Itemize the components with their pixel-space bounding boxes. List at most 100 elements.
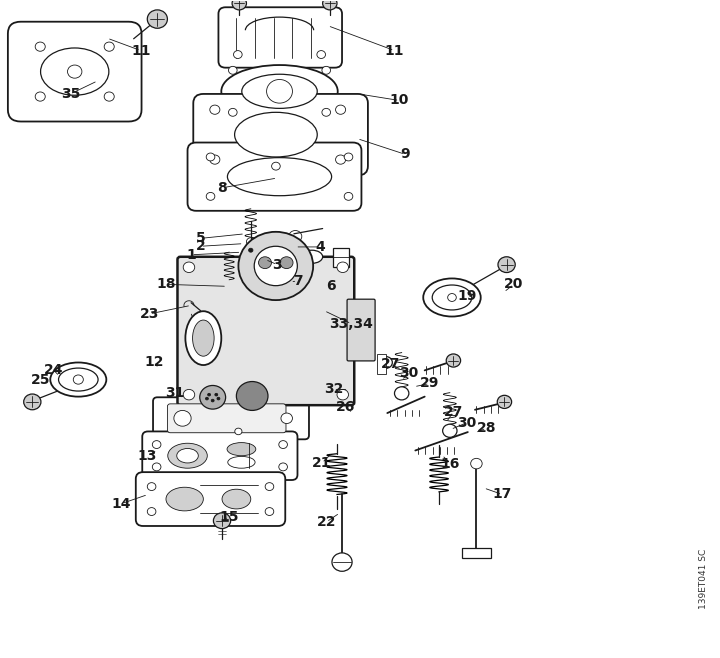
Circle shape bbox=[443, 424, 457, 438]
Circle shape bbox=[332, 553, 352, 571]
Circle shape bbox=[266, 80, 292, 103]
Circle shape bbox=[211, 399, 214, 402]
Circle shape bbox=[68, 65, 82, 78]
Text: 18: 18 bbox=[156, 278, 176, 291]
Text: 12: 12 bbox=[144, 355, 163, 369]
FancyBboxPatch shape bbox=[193, 94, 368, 175]
Ellipse shape bbox=[50, 363, 107, 397]
Ellipse shape bbox=[58, 368, 98, 391]
Circle shape bbox=[199, 386, 225, 409]
FancyBboxPatch shape bbox=[136, 472, 285, 526]
Text: 23: 23 bbox=[140, 307, 159, 321]
Circle shape bbox=[344, 153, 353, 161]
Circle shape bbox=[379, 357, 392, 368]
FancyBboxPatch shape bbox=[153, 397, 309, 440]
FancyBboxPatch shape bbox=[168, 404, 286, 433]
Text: 31: 31 bbox=[165, 386, 184, 400]
Circle shape bbox=[235, 428, 242, 435]
Circle shape bbox=[104, 92, 114, 101]
Circle shape bbox=[213, 513, 230, 528]
Circle shape bbox=[206, 153, 215, 161]
Circle shape bbox=[236, 382, 268, 411]
Circle shape bbox=[337, 390, 348, 400]
Text: 19: 19 bbox=[457, 288, 477, 303]
Text: 11: 11 bbox=[131, 43, 150, 58]
Circle shape bbox=[258, 257, 271, 268]
Text: 2: 2 bbox=[196, 240, 205, 253]
Text: 11: 11 bbox=[384, 43, 404, 58]
Text: 13: 13 bbox=[138, 449, 157, 463]
Text: 25: 25 bbox=[30, 373, 50, 387]
Circle shape bbox=[271, 163, 280, 170]
FancyBboxPatch shape bbox=[8, 22, 142, 122]
Text: 9: 9 bbox=[400, 147, 410, 161]
Bar bbox=[462, 548, 491, 557]
Text: 35: 35 bbox=[60, 87, 80, 101]
Ellipse shape bbox=[222, 489, 251, 509]
FancyBboxPatch shape bbox=[218, 7, 342, 68]
Circle shape bbox=[35, 42, 45, 51]
FancyBboxPatch shape bbox=[347, 299, 375, 361]
Circle shape bbox=[446, 354, 461, 367]
Text: 1: 1 bbox=[186, 248, 196, 262]
Text: 15: 15 bbox=[220, 511, 239, 524]
Ellipse shape bbox=[301, 250, 323, 263]
Ellipse shape bbox=[166, 487, 203, 511]
Circle shape bbox=[248, 248, 253, 252]
Text: 6: 6 bbox=[326, 279, 336, 293]
Text: 30: 30 bbox=[456, 416, 476, 430]
Circle shape bbox=[232, 0, 246, 10]
Circle shape bbox=[448, 293, 456, 301]
Text: 14: 14 bbox=[112, 497, 131, 511]
Circle shape bbox=[323, 0, 337, 10]
Text: 17: 17 bbox=[492, 488, 512, 501]
Text: 22: 22 bbox=[317, 515, 336, 529]
Circle shape bbox=[498, 257, 516, 272]
Circle shape bbox=[73, 375, 84, 384]
Circle shape bbox=[471, 459, 482, 469]
Circle shape bbox=[279, 463, 287, 471]
Circle shape bbox=[280, 257, 293, 268]
Ellipse shape bbox=[228, 158, 332, 195]
Circle shape bbox=[148, 483, 156, 490]
Bar bbox=[377, 354, 386, 374]
Text: 8: 8 bbox=[217, 181, 227, 195]
Circle shape bbox=[153, 463, 161, 471]
Circle shape bbox=[344, 192, 353, 200]
FancyBboxPatch shape bbox=[143, 432, 297, 480]
Text: 21: 21 bbox=[312, 456, 332, 470]
Circle shape bbox=[207, 393, 210, 396]
Ellipse shape bbox=[423, 278, 481, 316]
Text: 24: 24 bbox=[43, 363, 63, 377]
Ellipse shape bbox=[168, 443, 207, 468]
Text: 27: 27 bbox=[444, 405, 463, 418]
Circle shape bbox=[153, 441, 161, 449]
Text: 33,34: 33,34 bbox=[330, 316, 373, 331]
Text: 27: 27 bbox=[380, 357, 400, 371]
Circle shape bbox=[317, 51, 325, 59]
Text: 20: 20 bbox=[504, 278, 523, 291]
Text: 29: 29 bbox=[420, 376, 439, 390]
Circle shape bbox=[289, 230, 302, 242]
Text: 3: 3 bbox=[273, 258, 282, 272]
Circle shape bbox=[35, 92, 45, 101]
Circle shape bbox=[336, 155, 346, 164]
Circle shape bbox=[254, 246, 297, 286]
Circle shape bbox=[322, 66, 330, 74]
Text: 7: 7 bbox=[292, 274, 302, 288]
Circle shape bbox=[228, 109, 237, 116]
Ellipse shape bbox=[192, 320, 214, 356]
Ellipse shape bbox=[40, 48, 109, 95]
Ellipse shape bbox=[228, 457, 255, 468]
Circle shape bbox=[233, 51, 242, 59]
Circle shape bbox=[336, 105, 346, 114]
Ellipse shape bbox=[185, 311, 221, 365]
Circle shape bbox=[206, 192, 215, 200]
Circle shape bbox=[246, 238, 255, 245]
Circle shape bbox=[337, 262, 348, 272]
Text: 139ET041 SC: 139ET041 SC bbox=[699, 548, 708, 609]
Circle shape bbox=[104, 42, 114, 51]
Circle shape bbox=[215, 393, 217, 396]
Circle shape bbox=[24, 394, 41, 410]
Text: 5: 5 bbox=[196, 232, 205, 245]
